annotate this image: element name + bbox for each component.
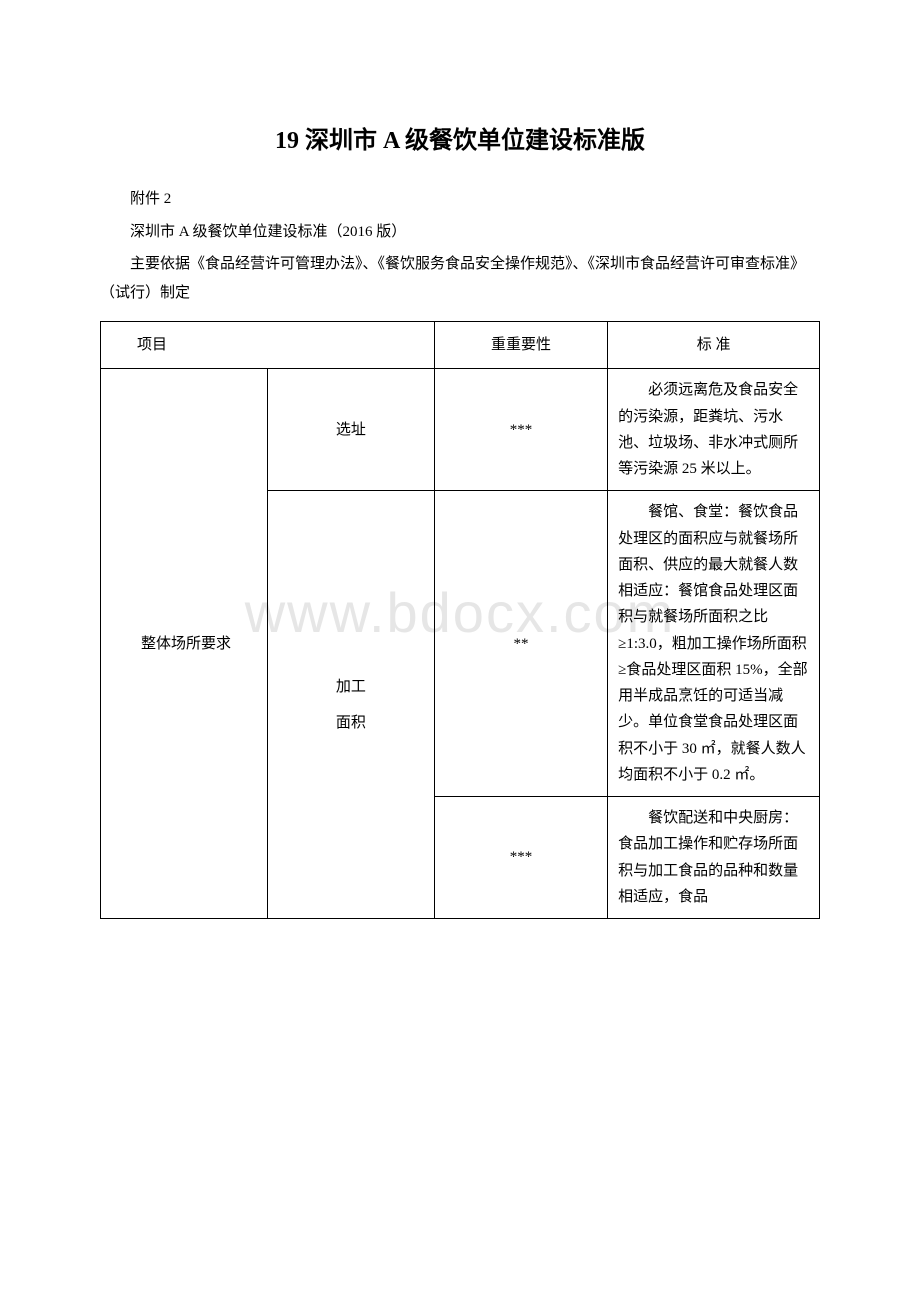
standard-cell: 餐馆、食堂：餐饮食品处理区的面积应与就餐场所面积、供应的最大就餐人数相适应：餐馆… [608, 491, 820, 797]
header-importance: 重重要性 [434, 322, 607, 369]
header-project: 项目 [101, 322, 435, 369]
table-header-row: 项目 重重要性 标 准 [101, 322, 820, 369]
standard-cell: 必须远离危及食品安全的污染源，距粪坑、污水池、垃圾场、非水冲式厕所等污染源 25… [608, 369, 820, 491]
page-title: 19 深圳市 A 级餐饮单位建设标准版 [100, 120, 820, 155]
importance-cell: ** [434, 491, 607, 797]
category-cell: 整体场所要求 [101, 369, 268, 919]
importance-cell: *** [434, 797, 607, 919]
sub-cell: 选址 [267, 369, 434, 491]
standard-cell: 餐饮配送和中央厨房：食品加工操作和贮存场所面积与加工食品的品种和数量相适应，食品 [608, 797, 820, 919]
header-standard: 标 准 [608, 322, 820, 369]
sub-cell: 加工 面积 [267, 491, 434, 919]
table-row: 整体场所要求 选址 *** 必须远离危及食品安全的污染源，距粪坑、污水池、垃圾场… [101, 369, 820, 491]
document-content: 19 深圳市 A 级餐饮单位建设标准版 附件 2 深圳市 A 级餐饮单位建设标准… [100, 120, 820, 919]
subtitle: 深圳市 A 级餐饮单位建设标准（2016 版） [100, 218, 820, 247]
standards-table: 项目 重重要性 标 准 整体场所要求 选址 *** 必须远离危及食品安全的污染源… [100, 321, 820, 919]
importance-cell: *** [434, 369, 607, 491]
basis-text: 主要依据《食品经营许可管理办法》、《餐饮服务食品安全操作规范》、《深圳市食品经营… [100, 250, 820, 307]
attachment-label: 附件 2 [100, 185, 820, 214]
